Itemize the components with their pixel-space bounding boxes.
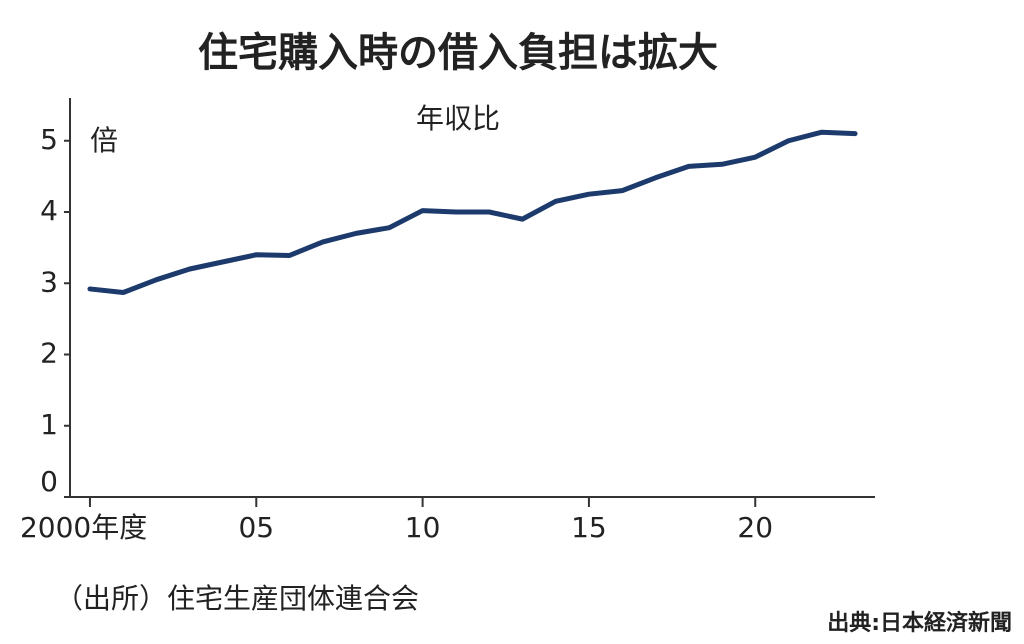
y-tick-label: 3 xyxy=(40,265,58,298)
chart-title: 住宅購入時の借入負担は拡大 xyxy=(198,30,718,76)
x-tick-label: 10 xyxy=(405,511,441,544)
y-tick-label: 0 xyxy=(40,465,58,498)
x-tick-label: 05 xyxy=(238,511,274,544)
y-unit: 倍 xyxy=(90,124,118,157)
y-tick-label: 4 xyxy=(40,194,58,227)
data-line xyxy=(87,129,858,296)
x-tick-label: 2000年度 xyxy=(20,511,147,544)
x-tick-label: 20 xyxy=(737,511,773,544)
y-tick-label: 2 xyxy=(40,337,58,370)
x-tick-label: 15 xyxy=(571,511,607,544)
y-tick-label: 1 xyxy=(40,408,58,441)
y-tick-label: 5 xyxy=(40,123,58,156)
chart-subtitle: 年収比 xyxy=(416,102,500,135)
source-note: （出所）住宅生産団体連合会 xyxy=(55,582,419,615)
credit: 出典:日本経済新聞 xyxy=(827,610,1012,636)
